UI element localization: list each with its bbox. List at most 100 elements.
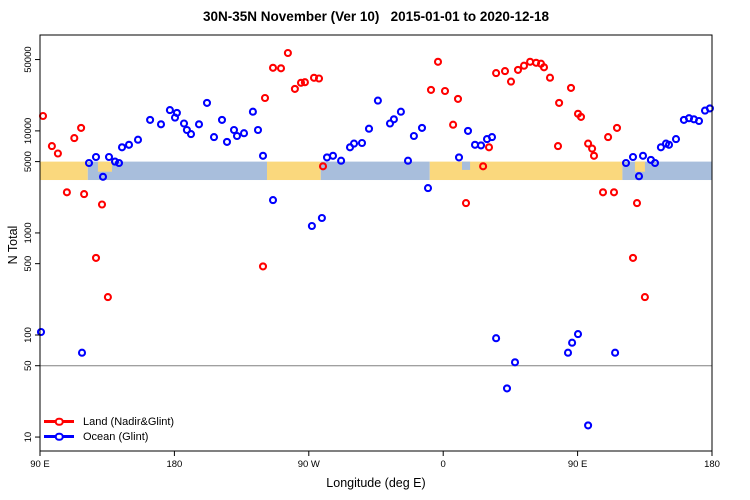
- data-point: [373, 96, 382, 105]
- data-point: [463, 126, 473, 135]
- surface-band-land: [429, 161, 623, 181]
- data-point: [656, 143, 665, 152]
- data-point: [433, 57, 443, 66]
- data-point: [492, 334, 501, 343]
- x-axis-label: Longitude (deg E): [326, 476, 426, 490]
- data-point: [165, 106, 174, 115]
- data-point: [403, 156, 413, 165]
- data-point: [634, 172, 644, 181]
- data-point: [568, 338, 577, 347]
- data-point: [632, 199, 642, 208]
- data-point: [337, 156, 346, 165]
- data-point: [453, 94, 463, 103]
- data-point: [317, 213, 326, 223]
- y-tick-label: 10000: [23, 118, 34, 144]
- data-point: [409, 131, 418, 141]
- data-point: [222, 137, 232, 146]
- legend-label: Ocean (Glint): [83, 430, 149, 443]
- data-point: [179, 119, 189, 128]
- data-point: [70, 134, 79, 143]
- data-point: [584, 421, 593, 430]
- data-point: [91, 253, 101, 262]
- data-point: [117, 143, 127, 152]
- data-point: [500, 67, 510, 76]
- data-point: [506, 77, 516, 86]
- data-point: [440, 86, 450, 96]
- data-point: [584, 139, 593, 148]
- data-point: [110, 157, 120, 166]
- legend-marker-line: [44, 417, 74, 426]
- y-tick-label: 1000: [23, 222, 34, 243]
- surface-band-land: [266, 161, 321, 181]
- legend-marker-line: [44, 432, 74, 441]
- data-point: [84, 158, 94, 168]
- data-point: [423, 184, 433, 193]
- data-point: [328, 151, 338, 160]
- y-tick-label: 50000: [23, 46, 34, 72]
- data-point: [104, 152, 114, 162]
- data-point: [640, 293, 649, 302]
- x-tick-label: 0: [441, 459, 446, 470]
- y-tick-label: 50: [23, 360, 34, 371]
- series-land: [38, 48, 649, 302]
- data-point: [573, 330, 583, 339]
- data-point: [563, 348, 573, 357]
- legend-marker-circle: [54, 417, 64, 426]
- data-point: [487, 133, 497, 142]
- data-point: [671, 135, 681, 144]
- data-point: [588, 144, 597, 153]
- data-point: [555, 98, 564, 107]
- data-point: [638, 151, 648, 160]
- surface-band-land: [40, 161, 88, 181]
- data-point: [258, 262, 268, 271]
- data-point: [426, 85, 436, 94]
- data-point: [62, 188, 71, 197]
- data-point: [650, 158, 660, 168]
- data-point: [36, 327, 46, 337]
- data-point: [628, 152, 638, 162]
- data-point: [705, 104, 714, 113]
- data-point: [664, 140, 674, 149]
- data-point: [449, 120, 458, 129]
- data-point: [604, 133, 613, 142]
- data-point: [479, 162, 488, 171]
- y-tick-label: 500: [23, 256, 34, 272]
- data-point: [357, 138, 367, 148]
- legend-item: Ocean (Glint): [44, 429, 174, 444]
- data-point: [476, 141, 486, 150]
- data-point: [396, 107, 405, 116]
- data-point: [80, 190, 89, 199]
- data-point: [146, 115, 155, 124]
- data-point: [492, 69, 501, 78]
- legend: Land (Nadir&Glint) Ocean (Glint): [44, 414, 174, 444]
- x-tick-label: 180: [166, 459, 182, 470]
- data-point: [385, 119, 395, 128]
- data-point: [461, 199, 471, 208]
- data-point: [239, 129, 249, 138]
- data-point: [98, 172, 108, 181]
- data-point: [47, 142, 56, 151]
- x-tick-label: 90 E: [30, 459, 50, 470]
- y-tick-label: 100: [23, 327, 34, 343]
- data-point: [268, 196, 278, 205]
- data-point: [133, 135, 143, 144]
- data-point: [307, 221, 316, 231]
- data-point: [258, 151, 268, 160]
- data-point: [612, 123, 622, 132]
- data-point: [510, 358, 520, 367]
- surface-patch-ocean: [462, 161, 471, 170]
- data-point: [172, 108, 181, 117]
- data-point: [97, 200, 107, 209]
- data-point: [260, 93, 270, 103]
- data-point: [454, 153, 464, 162]
- surface-band-ocean: [87, 161, 267, 181]
- data-point: [694, 116, 704, 126]
- data-point: [268, 63, 278, 72]
- data-point: [598, 188, 608, 197]
- x-tick-label: 90 E: [568, 459, 588, 470]
- surface-patch-land: [634, 161, 645, 172]
- data-point: [283, 48, 292, 58]
- data-point: [539, 63, 549, 72]
